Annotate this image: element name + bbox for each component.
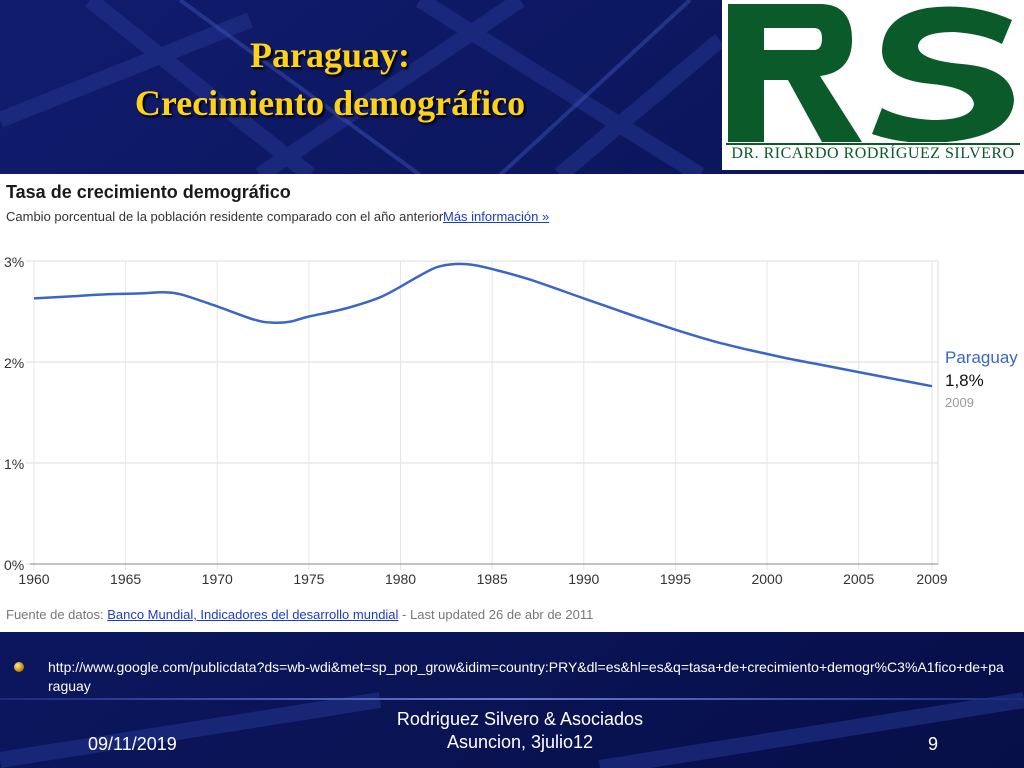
footer-date: 09/11/2019 [88, 734, 177, 754]
x-tick-label: 1995 [660, 571, 691, 587]
y-tick-label: 3% [4, 254, 24, 270]
rs-logo-mark: RS [728, 4, 1014, 143]
series-line [33, 262, 933, 388]
footer-center: Rodriguez Silvero & Asociados Asuncion, … [330, 708, 710, 754]
x-tick-label: 2009 [916, 571, 947, 587]
footer-divider [0, 698, 1024, 700]
source-row: Fuente de datos: Banco Mundial, Indicado… [6, 607, 593, 622]
source-link[interactable]: Banco Mundial, Indicadores del desarroll… [107, 607, 399, 622]
x-tick-label: 1960 [18, 571, 49, 587]
x-tick-label: 1970 [202, 571, 233, 587]
page-number: 9 [928, 734, 939, 754]
x-tick-label: 2005 [843, 571, 874, 587]
y-tick-label: 0% [4, 557, 24, 573]
grid-layer [26, 260, 939, 570]
source-label: Fuente de datos: [6, 607, 104, 622]
end-label-name: Paraguay [945, 348, 1018, 367]
x-tick-label: 1985 [477, 571, 508, 587]
series-layer [33, 262, 933, 388]
slide-title-line-2: Crecimiento demográfico [134, 83, 526, 123]
end-label-layer: Paraguay 1,8% 2009 [945, 348, 1018, 410]
plot-area [33, 260, 939, 565]
logo-rule [726, 143, 1020, 145]
bullet-icon [14, 662, 24, 672]
x-tick-label: 1975 [293, 571, 324, 587]
x-tick-label: 1980 [385, 571, 416, 587]
logo-caption: DR. RICARDO RODRÍGUEZ SILVERO [731, 145, 1015, 162]
more-info-link[interactable]: Más información » [443, 209, 550, 224]
source-url[interactable]: http://www.google.com/publicdata?ds=wb-w… [48, 659, 1004, 694]
y-tick-label: 2% [4, 355, 24, 371]
end-label-year: 2009 [945, 395, 974, 410]
y-tick-label: 1% [4, 456, 24, 472]
end-label-value: 1,8% [945, 371, 984, 390]
footer-org: Rodriguez Silvero & Asociados [396, 709, 644, 729]
footer-place-date: Asuncion, 3julio12 [446, 732, 594, 752]
tick-layer: 0% 1% 2% 3% 1960 1965 1970 1975 1980 1985 1990 1995… [4, 254, 948, 587]
chart-subtitle: Cambio porcentual de la población reside… [6, 209, 444, 224]
chart-title: Tasa de crecimiento demográfico [6, 182, 291, 202]
x-tick-label: 1990 [568, 571, 599, 587]
logo: RS DR. RICARDO RODRÍGUEZ SILVERO [722, 0, 1024, 170]
x-tick-label: 1965 [110, 571, 141, 587]
slide-title-line-1: Paraguay: [250, 35, 410, 75]
source-updated: - Last updated 26 de abr de 2011 [398, 607, 594, 622]
chart-panel: 0% 1% 2% 3% 1960 1965 1970 1975 1980 1985 1990 1995… [0, 174, 1024, 632]
line-chart: 0% 1% 2% 3% 1960 1965 1970 1975 1980 1985 1990 1995… [4, 254, 1018, 587]
x-tick-label: 2000 [751, 571, 782, 587]
